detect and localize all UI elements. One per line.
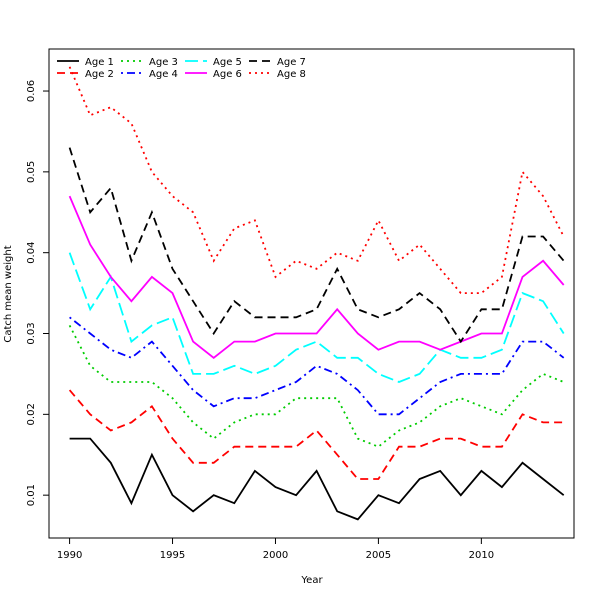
y-axis-label: Catch mean weight [3, 245, 14, 342]
legend-label: Age 7 [277, 57, 306, 68]
legend-item-age-4: Age 4 [121, 69, 178, 80]
legend-item-age-2: Age 2 [57, 69, 114, 80]
legend-label: Age 8 [277, 69, 306, 80]
legend-item-age-7: Age 7 [249, 57, 306, 68]
x-tick-label: 2000 [263, 550, 288, 561]
legend-label: Age 4 [149, 69, 178, 80]
legend-item-age-5: Age 5 [185, 57, 242, 68]
legend-label: Age 3 [149, 57, 178, 68]
axes-layer: 1990 1995 2000 2005 2010 0.01 0.02 0.03 0.04 0.05… [26, 48, 575, 561]
x-tick-label: 1995 [160, 550, 185, 561]
y-tick-label: 0.06 [26, 80, 37, 102]
series-line-age-5 [68, 252, 565, 383]
series-line-age-1 [69, 437, 565, 521]
series-line-age-3 [68, 324, 565, 448]
legend-label: Age 2 [85, 69, 114, 80]
legend-item-age-1: Age 1 [57, 57, 114, 68]
series-layer [68, 66, 565, 521]
y-tick-label: 0.04 [26, 242, 37, 264]
legend-label: Age 1 [85, 57, 114, 68]
x-tick-label: 2005 [366, 550, 391, 561]
y-tick-label: 0.01 [26, 484, 37, 506]
x-tick-label: 2010 [469, 550, 494, 561]
legend-item-age-3: Age 3 [121, 57, 178, 68]
y-tick-label: 0.05 [26, 161, 37, 183]
y-tick-label: 0.03 [26, 322, 37, 344]
legend-label: Age 5 [213, 57, 242, 68]
series-line-age-7 [68, 147, 565, 344]
x-tick-label: 1990 [57, 550, 82, 561]
legend-item-age-8: Age 8 [249, 69, 306, 80]
y-tick-label: 0.02 [26, 403, 37, 425]
plot-frame [48, 48, 575, 539]
series-line-age-6 [68, 195, 565, 359]
legend-item-age-6: Age 6 [185, 69, 242, 80]
series-line-age-4 [69, 316, 565, 416]
x-axis-label: Year [300, 575, 323, 586]
series-line-age-2 [68, 389, 564, 480]
series-line-age-8 [68, 66, 565, 295]
legend-label: Age 6 [213, 69, 242, 80]
